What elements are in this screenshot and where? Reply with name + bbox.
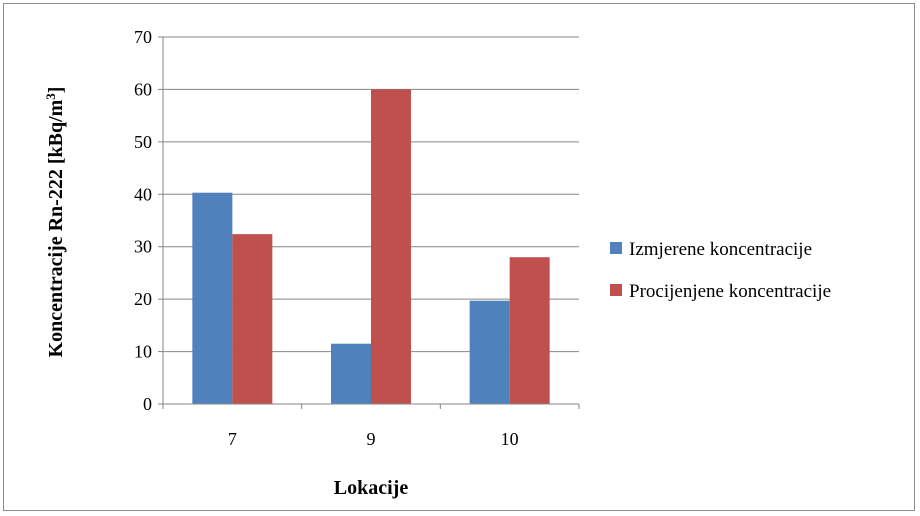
legend-label-izmjerene: Izmjerene koncentracije <box>629 239 812 260</box>
legend-swatch-izmjerene <box>610 242 622 254</box>
y-tick-label: 10 <box>134 342 152 362</box>
x-axis-title: Lokacije <box>334 477 409 499</box>
bar-procijenjene-9 <box>371 89 411 404</box>
y-tick-label: 40 <box>134 184 152 204</box>
y-tick-label: 0 <box>143 394 152 414</box>
y-tick-label: 30 <box>134 237 152 257</box>
y-tick-labels: 0 10 20 30 40 50 60 70 <box>134 27 163 414</box>
legend-swatch-procijenjene <box>610 284 622 296</box>
y-tick-label: 50 <box>134 132 152 152</box>
x-tick-labels: 7 9 10 <box>162 404 580 449</box>
x-tick-label: 10 <box>501 429 519 449</box>
legend: Izmjerene koncentracije Procijenjene kon… <box>610 239 831 302</box>
y-tick-label: 70 <box>134 27 152 47</box>
bar-procijenjene-7 <box>232 234 273 404</box>
chart-frame <box>3 3 915 511</box>
bars <box>192 89 550 404</box>
bar-izmjerene-7 <box>192 192 233 404</box>
y-tick-label: 60 <box>134 79 152 99</box>
y-axis-title: Koncentracije Rn-222 [kBq/m3] <box>43 87 67 358</box>
axes <box>162 37 579 405</box>
legend-label-procijenjene: Procijenjene koncentracije <box>629 281 831 302</box>
bar-izmjerene-10 <box>469 300 510 404</box>
x-tick-label: 9 <box>367 429 376 449</box>
bar-procijenjene-10 <box>509 257 550 404</box>
bar-izmjerene-9 <box>331 343 371 404</box>
x-tick-label: 7 <box>228 429 237 449</box>
y-tick-label: 20 <box>134 289 152 309</box>
